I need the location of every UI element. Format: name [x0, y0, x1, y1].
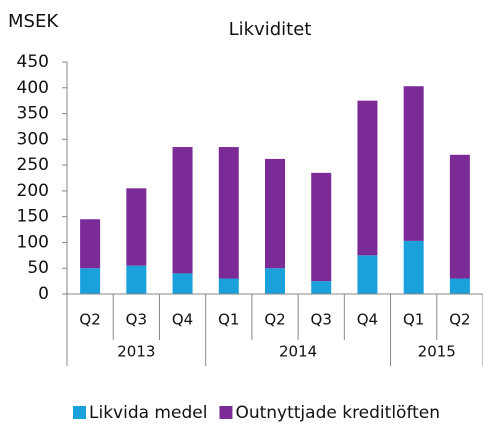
y-tick-label: 0 [38, 284, 49, 304]
x-tick-label: Q1 [403, 311, 424, 329]
x-tick-label: Q2 [79, 311, 100, 329]
bar-segment [265, 268, 285, 294]
legend-swatch [219, 406, 233, 419]
bar-segment [80, 219, 101, 269]
y-tick-label: 450 [17, 52, 49, 72]
y-tick-label: 250 [17, 155, 49, 175]
legend-label: Likvida medel [89, 403, 207, 423]
x-tick-label: Q3 [311, 311, 332, 329]
bar-segment [218, 278, 239, 294]
bar-segment [311, 172, 332, 282]
bar-segment [126, 265, 147, 294]
legend-swatch [73, 406, 86, 419]
bar-segment [449, 278, 470, 294]
bar-segment [172, 147, 193, 274]
bar-segment [80, 268, 101, 294]
bar-segment [403, 86, 424, 241]
x-tick-label: Q3 [126, 311, 147, 329]
x-tick-label: Q1 [218, 311, 239, 329]
y-tick-label: 50 [27, 258, 49, 278]
y-tick-label: 400 [17, 78, 49, 98]
group-label: 2015 [418, 343, 456, 361]
x-tick-label: Q4 [172, 311, 193, 329]
legend-label: Outnyttjade kreditlöften [235, 403, 440, 423]
bar-segment [311, 281, 332, 294]
group-label: 2014 [279, 343, 317, 361]
chart-title: Likviditet [229, 19, 312, 40]
y-tick-label: 150 [17, 207, 49, 227]
bar-segment [357, 100, 378, 256]
group-label: 2013 [117, 343, 155, 361]
y-tick-label: 100 [17, 232, 49, 252]
y-axis-label: MSEK [8, 11, 59, 32]
x-tick-label: Q4 [357, 311, 378, 329]
x-tick-label: Q2 [264, 311, 285, 329]
y-tick-label: 350 [17, 104, 49, 124]
bar-segment [357, 255, 378, 294]
x-tick-label: Q2 [449, 311, 470, 329]
y-tick-label: 200 [17, 181, 49, 201]
bar-segment [265, 158, 285, 269]
bar-segment [403, 240, 424, 294]
y-tick-label: 300 [17, 129, 49, 149]
bar-segment [172, 273, 193, 294]
bar-segment [218, 147, 239, 279]
bar-segment [449, 154, 470, 279]
bar-segment [126, 188, 147, 266]
